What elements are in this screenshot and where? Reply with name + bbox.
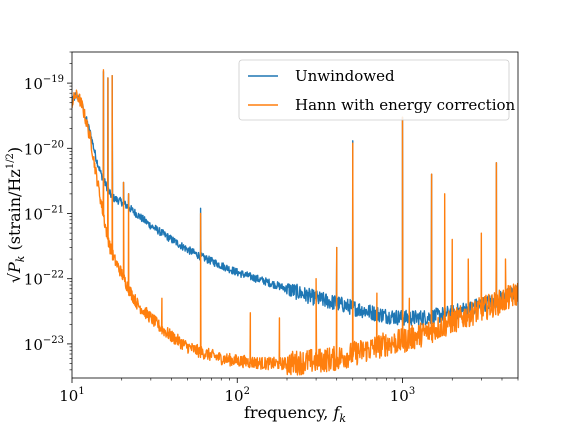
axis-ticks: 101 102 103 10−19 10−20 10−21 10−22 10−23	[24, 51, 519, 405]
y-axis-label: √Pk (strain/Hz1/2)	[5, 147, 27, 283]
plot-frame	[71, 51, 519, 379]
series-line-1	[72, 70, 518, 326]
y-tick-label-2: 10−20	[24, 139, 64, 158]
y-tick-label-5: 10−23	[24, 335, 64, 354]
y-tick-label-3: 10−21	[24, 205, 64, 224]
series-line-2	[72, 69, 518, 376]
y-tick-label-1: 10−19	[24, 74, 64, 93]
x-axis-label: frequency, fk	[244, 403, 346, 425]
plot-series	[72, 69, 518, 376]
legend-label-2: Hann with energy correction	[295, 96, 516, 114]
x-tick-label-3: 103	[390, 386, 415, 405]
legend-box	[238, 59, 510, 121]
legend-label-1: Unwindowed	[295, 67, 395, 85]
legend: Unwindowed Hann with energy correction	[238, 59, 516, 121]
x-tick-label-2: 102	[225, 386, 250, 405]
y-tick-label-4: 10−22	[24, 270, 64, 289]
x-tick-label-1: 101	[59, 386, 84, 405]
